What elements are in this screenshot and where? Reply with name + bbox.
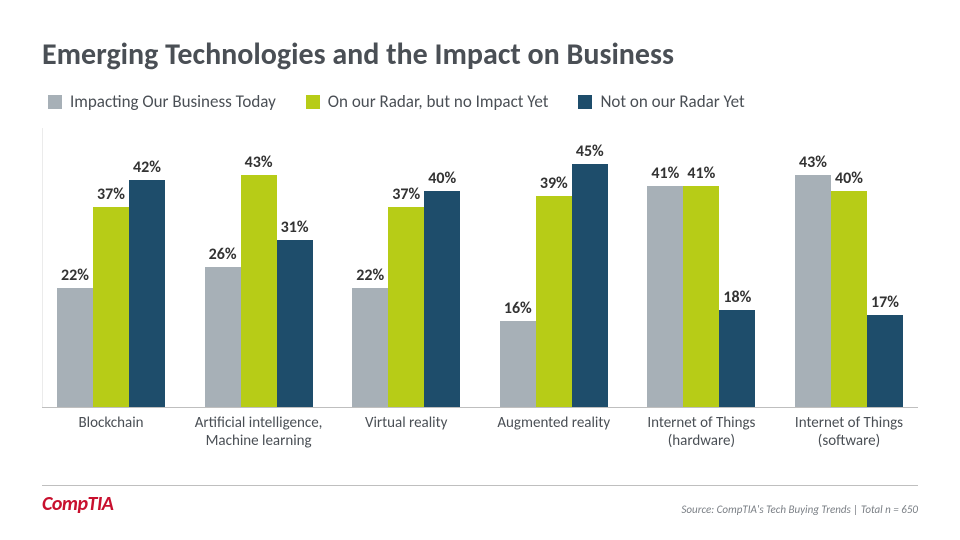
- legend-label: On our Radar, but no Impact Yet: [328, 91, 549, 112]
- bar-value-label: 26%: [209, 245, 237, 264]
- category-label: Internet of Things (software): [784, 414, 914, 450]
- bar-value-label: 40%: [428, 169, 456, 188]
- bar: 17%: [867, 315, 903, 407]
- bar: 40%: [424, 191, 460, 407]
- bar-group: 16%39%45%: [489, 164, 619, 407]
- brand-logo: CompTIA: [42, 492, 113, 516]
- bar: 26%: [205, 267, 241, 407]
- category-label: Internet of Things (hardware): [636, 414, 766, 450]
- bar-group: 26%43%31%: [194, 175, 324, 407]
- bar: 45%: [572, 164, 608, 407]
- bar: 22%: [352, 288, 388, 407]
- legend-label: Not on our Radar Yet: [600, 91, 744, 112]
- source-prefix: Source:: [681, 503, 716, 516]
- bar-value-label: 43%: [245, 153, 273, 172]
- source-text: Source: CompTIA's Tech Buying Trends | T…: [681, 503, 918, 516]
- legend-swatch: [48, 95, 62, 109]
- bar: 22%: [57, 288, 93, 407]
- bar-value-label: 39%: [540, 174, 568, 193]
- bar-value-label: 43%: [799, 153, 827, 172]
- bar-value-label: 40%: [835, 169, 863, 188]
- category-label: Artificial intelligence, Machine learnin…: [194, 414, 324, 450]
- category-label: Virtual reality: [341, 414, 471, 450]
- bar: 42%: [129, 180, 165, 407]
- bar-group: 22%37%42%: [46, 180, 176, 407]
- bar-value-label: 22%: [61, 266, 89, 285]
- bar-value-label: 41%: [651, 164, 679, 183]
- bar: 39%: [536, 196, 572, 407]
- legend-swatch: [578, 95, 592, 109]
- bar-group: 22%37%40%: [341, 191, 471, 407]
- legend: Impacting Our Business Today On our Rada…: [48, 91, 918, 112]
- source-title: CompTIA's Tech Buying Trends: [717, 503, 851, 516]
- footer: CompTIA Source: CompTIA's Tech Buying Tr…: [42, 485, 918, 516]
- bar-value-label: 17%: [871, 293, 899, 312]
- bar: 43%: [795, 175, 831, 407]
- bar: 37%: [93, 207, 129, 407]
- bar-value-label: 37%: [392, 185, 420, 204]
- page-title: Emerging Technologies and the Impact on …: [42, 36, 918, 73]
- bar: 18%: [719, 310, 755, 407]
- bar-chart: 22%37%42%26%43%31%22%37%40%16%39%45%41%4…: [42, 128, 918, 408]
- legend-label: Impacting Our Business Today: [70, 91, 276, 112]
- legend-item: Impacting Our Business Today: [48, 91, 276, 112]
- bar-value-label: 45%: [576, 142, 604, 161]
- bar: 41%: [647, 186, 683, 407]
- bar-value-label: 22%: [356, 266, 384, 285]
- bar-value-label: 37%: [97, 185, 125, 204]
- bar-value-label: 41%: [687, 164, 715, 183]
- legend-item: Not on our Radar Yet: [578, 91, 744, 112]
- bar: 16%: [500, 321, 536, 407]
- bar-value-label: 16%: [504, 299, 532, 318]
- bar-value-label: 42%: [133, 158, 161, 177]
- legend-swatch: [306, 95, 320, 109]
- bar-group: 41%41%18%: [636, 186, 766, 407]
- bar-group: 43%40%17%: [784, 175, 914, 407]
- bar: 43%: [241, 175, 277, 407]
- bar: 40%: [831, 191, 867, 407]
- bar: 41%: [683, 186, 719, 407]
- bar-value-label: 18%: [723, 288, 751, 307]
- category-label: Augmented reality: [489, 414, 619, 450]
- x-axis: Blockchain Artificial intelligence, Machi…: [42, 408, 918, 450]
- slide: Emerging Technologies and the Impact on …: [0, 0, 960, 540]
- legend-item: On our Radar, but no Impact Yet: [306, 91, 549, 112]
- source-suffix: | Total n = 650: [851, 503, 918, 516]
- bar-value-label: 31%: [281, 218, 309, 237]
- category-label: Blockchain: [46, 414, 176, 450]
- bar: 37%: [388, 207, 424, 407]
- bar: 31%: [277, 240, 313, 407]
